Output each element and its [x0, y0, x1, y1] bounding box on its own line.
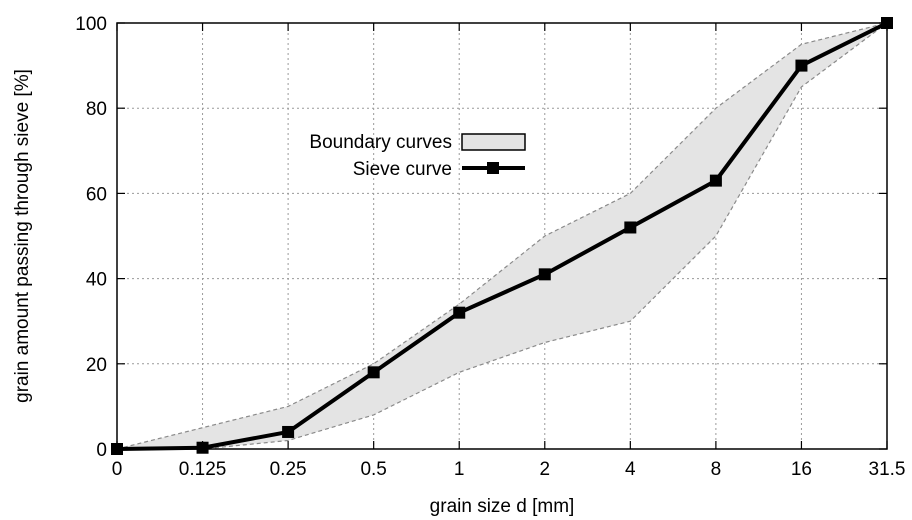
- x-tick-label: 0.5: [360, 459, 386, 480]
- sieve-point: [795, 59, 808, 72]
- y-tick-label: 60: [86, 184, 107, 205]
- sieve-point: [624, 221, 637, 234]
- y-tick-label: 80: [86, 99, 107, 120]
- legend-label-boundary: Boundary curves: [309, 132, 452, 153]
- sieve-point: [709, 174, 722, 187]
- x-tick-label: 0: [112, 459, 123, 480]
- legend-marker-sieve: [487, 162, 499, 174]
- sieve-curve-line: [116, 21, 888, 451]
- legend: Boundary curves Sieve curve: [309, 132, 526, 180]
- sieve-point: [367, 366, 380, 379]
- sieve-point: [453, 306, 466, 319]
- y-tick-label: 20: [86, 355, 107, 376]
- sieve-point: [538, 268, 551, 281]
- x-tick-label: 4: [625, 459, 636, 480]
- sieve-point: [282, 425, 295, 438]
- legend-swatch-boundary: [461, 133, 526, 151]
- y-tick-label: 40: [86, 270, 107, 291]
- tick-labels: 0 0.125 0.25 0.5 1 2 4 8 16 31.5 0 20 40 60 80 100: [75, 14, 905, 480]
- lower-boundary-line: [117, 22, 888, 450]
- x-tick-label: 16: [791, 459, 812, 480]
- y-axis-label: grain amount passing through sieve [%]: [12, 69, 33, 403]
- plot-frame: [116, 22, 888, 450]
- upper-boundary-line: [116, 22, 888, 450]
- x-tick-label: 0.125: [179, 459, 227, 480]
- x-axis-label: grain size d [mm]: [430, 496, 575, 517]
- x-tick-label: 0.25: [270, 459, 307, 480]
- plot-border: [116, 22, 888, 450]
- legend-label-sieve: Sieve curve: [353, 159, 452, 180]
- y-tick-label: 0: [96, 440, 107, 461]
- x-tick-label: 8: [711, 459, 722, 480]
- x-tick-label: 31.5: [869, 459, 906, 480]
- boundary-band-area: [117, 23, 887, 449]
- y-tick-label: 100: [75, 14, 107, 35]
- boundary-band: [116, 22, 888, 450]
- x-tick-label: 1: [454, 459, 465, 480]
- x-tick-label: 2: [539, 459, 550, 480]
- sieve-curve: [111, 17, 893, 455]
